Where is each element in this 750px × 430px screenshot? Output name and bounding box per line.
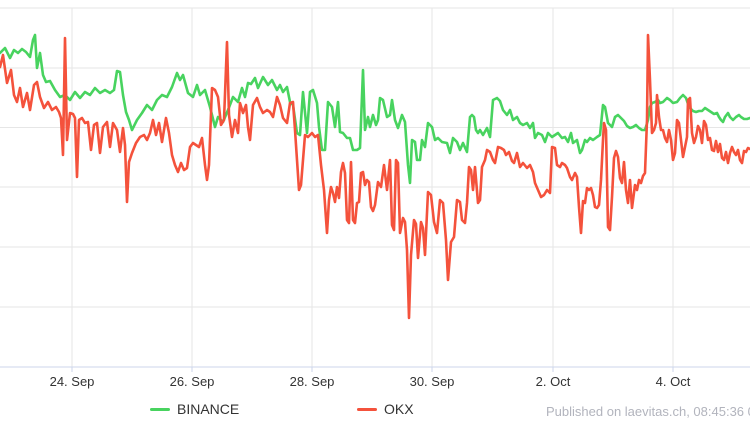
x-tick-label: 2. Oct <box>535 374 571 389</box>
legend-item-okx[interactable]: OKX <box>357 401 414 417</box>
x-tick-label: 4. Oct <box>655 374 691 389</box>
legend-item-binance[interactable]: BINANCE <box>150 401 239 417</box>
series-line-binance[interactable] <box>0 33 750 185</box>
x-axis-labels: 24. Sep 26. Sep 28. Sep 30. Sep 2. Oct 4. Oct <box>0 374 750 392</box>
published-note: Published on laevitas.ch, 08:45:36 06 <box>546 404 750 419</box>
vertical-gridlines <box>71 8 674 367</box>
chart-legend: BINANCE OKX <box>0 401 750 423</box>
horizontal-gridlines <box>0 7 750 308</box>
legend-marker-binance <box>150 407 170 411</box>
x-tick-label: 26. Sep <box>169 374 215 389</box>
x-tick-label: 30. Sep <box>409 374 455 389</box>
legend-label: BINANCE <box>177 401 240 417</box>
legend-label: OKX <box>384 401 414 417</box>
series-line-okx[interactable] <box>0 33 750 320</box>
series-lines <box>0 33 750 320</box>
x-axis-tick-marks <box>71 367 674 372</box>
x-tick-label: 24. Sep <box>49 374 95 389</box>
legend-marker-okx <box>357 407 377 411</box>
x-tick-label: 28. Sep <box>289 374 335 389</box>
